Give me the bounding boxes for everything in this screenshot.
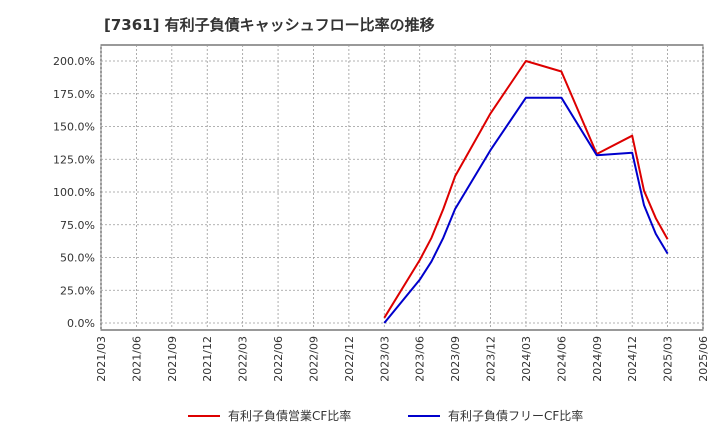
x-tick-label: 2022/09 [307,336,320,382]
x-tick-label: 2025/06 [697,336,710,382]
series-lines [383,60,669,324]
x-tick-label: 2024/06 [555,336,568,382]
x-tick-label: 2024/03 [520,336,533,382]
y-tick-label: 175.0% [53,88,95,101]
y-tick-label: 150.0% [53,121,95,134]
x-tick-label: 2023/06 [414,336,427,382]
y-tick-label: 0.0% [67,317,95,330]
x-tick-label: 2022/12 [343,336,356,382]
legend-label-1: 有利子負債営業CF比率 [228,408,351,423]
chart-title: [7361] 有利子負債キャッシュフロー比率の推移 [104,16,435,34]
y-tick-label: 25.0% [60,284,95,297]
x-tick-label: 2021/03 [95,336,108,382]
x-tick-label: 2024/12 [626,336,639,382]
x-tick-label: 2024/09 [591,336,604,382]
x-tick-label: 2021/12 [201,336,214,382]
series-line-2 [383,96,669,324]
x-tick-label: 2023/09 [449,336,462,382]
legend-label-2: 有利子負債フリーCF比率 [448,408,583,423]
x-tick-label: 2025/03 [662,336,675,382]
y-tick-label: 100.0% [53,186,95,199]
y-tick-label: 200.0% [53,55,95,68]
y-tick-label: 75.0% [60,219,95,232]
x-tick-label: 2021/09 [166,336,179,382]
x-tick-label: 2022/06 [272,336,285,382]
series-line-1 [383,60,669,319]
x-tick-label: 2021/06 [130,336,143,382]
y-tick-label: 125.0% [53,153,95,166]
plot-frame [100,44,704,331]
x-tick-label: 2023/03 [378,336,391,382]
x-tick-label: 2023/12 [485,336,498,382]
grid [100,44,704,331]
x-tick-label: 2022/03 [237,336,250,382]
axes: 0.0% 25.0% 50.0% 75.0% 100.0% 125.0% 150.0% 175… [53,55,710,382]
legend: 有利子負債営業CF比率 有利子負債フリーCF比率 [188,408,583,423]
y-tick-label: 50.0% [60,252,95,265]
